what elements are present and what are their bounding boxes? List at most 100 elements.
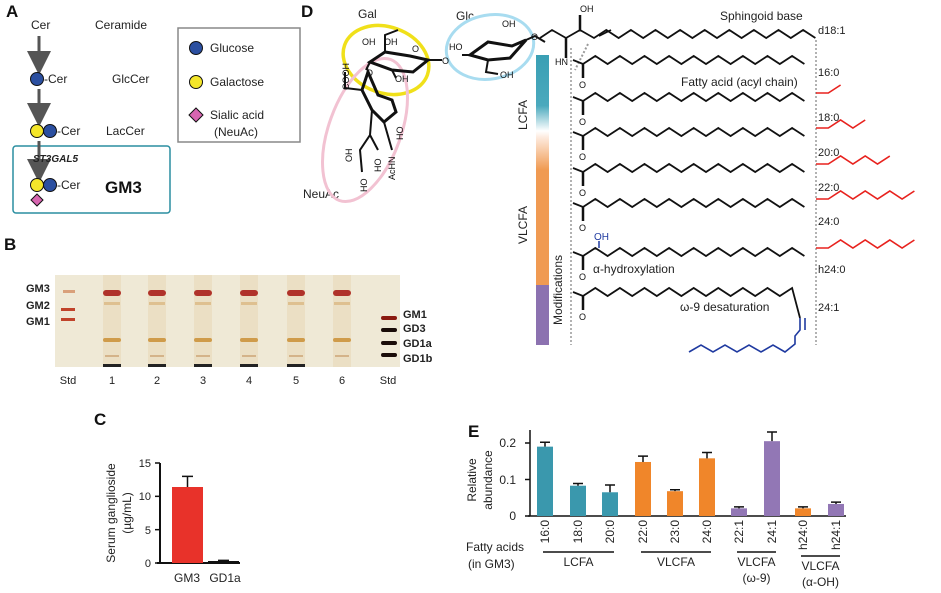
lane-label: 5 bbox=[293, 375, 299, 387]
atom-label: O bbox=[366, 68, 373, 78]
e-error-bar bbox=[638, 455, 648, 462]
carbonyl-oxygen: O bbox=[579, 312, 586, 322]
e-xtick: h24:0 bbox=[796, 520, 810, 550]
gel-lane bbox=[240, 275, 258, 367]
c-ylabel-unit: (µg/mL) bbox=[120, 492, 134, 534]
gel-right-label: GD1a bbox=[403, 338, 433, 350]
e-xtick: 20:0 bbox=[603, 520, 617, 544]
e-ytick: 0.2 bbox=[499, 436, 516, 450]
gel-band-gm3 bbox=[287, 290, 305, 296]
e-xtick: 16:0 bbox=[538, 520, 552, 544]
e-error-bar bbox=[702, 451, 712, 459]
gel-band bbox=[287, 338, 305, 342]
chart-e: 16:0 18:0 20:0 22:0 23:0 24:0 22:1 24:1 h24:0 h24… bbox=[525, 430, 846, 589]
chain-extension bbox=[816, 155, 891, 165]
lane-label: Std bbox=[380, 375, 397, 387]
gel-band bbox=[240, 338, 258, 342]
c-ylabel: Serum ganglioside bbox=[104, 463, 118, 563]
e-xlabel: Fatty acids bbox=[466, 540, 524, 554]
sugar-structure bbox=[344, 29, 546, 173]
gel-band bbox=[242, 355, 256, 357]
laccer-label: LacCer bbox=[106, 124, 145, 138]
panel-e: E Relative abundance 0.2 0.1 0 Fatty aci… bbox=[465, 422, 846, 589]
atom-label: OH bbox=[500, 70, 514, 80]
enzyme-label: ST3GAL5 bbox=[33, 154, 78, 165]
laccer-cer-label: -Cer bbox=[57, 124, 80, 138]
gel-lane bbox=[194, 275, 212, 367]
fatty-acid-chain bbox=[572, 197, 805, 209]
glucose-icon bbox=[43, 178, 57, 192]
gal-label: Gal bbox=[358, 7, 377, 21]
e-bar bbox=[731, 508, 747, 516]
desaturation-label: ω-9 desaturation bbox=[680, 300, 769, 314]
gel-band bbox=[104, 302, 120, 305]
gel-band bbox=[105, 355, 119, 357]
species-label: 24:1 bbox=[818, 302, 839, 314]
e-error-bar bbox=[798, 506, 808, 509]
gm3-box bbox=[12, 145, 171, 214]
std-band bbox=[381, 353, 397, 357]
e-xtick: 18:0 bbox=[571, 520, 585, 544]
e-error-bar bbox=[540, 441, 550, 447]
panel-label-d: D bbox=[301, 2, 313, 21]
carbonyl-oxygen: O bbox=[579, 80, 586, 90]
neuac-label: NeuAc bbox=[303, 187, 339, 201]
sialic-acid-icon bbox=[30, 193, 44, 207]
e-xtick: 22:0 bbox=[636, 520, 650, 544]
e-group-label: LCFA bbox=[563, 555, 593, 569]
gel-band-gm3 bbox=[194, 290, 212, 296]
omega-9-tail bbox=[688, 318, 801, 353]
gel-right-label: GD3 bbox=[403, 323, 426, 335]
carbonyl-oxygen: O bbox=[579, 117, 586, 127]
e-group-sublabel: (ω-9) bbox=[742, 571, 770, 585]
glucose-icon bbox=[30, 72, 44, 86]
e-ylabel: Relative bbox=[465, 458, 479, 502]
double-bond bbox=[598, 29, 612, 37]
e-bar bbox=[602, 492, 618, 516]
atom-label: OH bbox=[384, 37, 398, 47]
galactose-icon bbox=[30, 178, 44, 192]
std-band bbox=[381, 316, 397, 320]
sialic-acid-icon bbox=[188, 107, 204, 123]
atom-label: HN bbox=[555, 57, 568, 67]
lipid-chains: O O O O O O O bbox=[539, 15, 915, 353]
modifications-bar bbox=[536, 285, 549, 345]
atom-label: HO bbox=[395, 127, 405, 141]
gel-band-front bbox=[194, 364, 212, 367]
e-xtick: 23:0 bbox=[668, 520, 682, 544]
e-group-sublabel: (α-OH) bbox=[802, 575, 839, 589]
atom-label: HO bbox=[359, 179, 369, 193]
panel-b: B GM3 GM2 GM1 GM1 GD3 GD1a GD1b Std 1 2 … bbox=[4, 235, 433, 387]
std-band-gm3 bbox=[63, 290, 75, 293]
gel-left-label: GM1 bbox=[26, 316, 50, 328]
carbonyl-oxygen: O bbox=[579, 272, 586, 282]
c-ytick: 10 bbox=[139, 491, 151, 503]
legend: Glucose Galactose Sialic acid (NeuAc) bbox=[177, 27, 301, 143]
e-bar bbox=[795, 508, 811, 516]
e-bar bbox=[764, 441, 780, 516]
gel-right-label: GM1 bbox=[403, 309, 427, 321]
gel-band bbox=[289, 355, 303, 357]
gel-lane bbox=[287, 275, 305, 367]
chain-extension bbox=[816, 239, 915, 249]
panel-label-b: B bbox=[4, 235, 16, 254]
fa-class-bar bbox=[536, 55, 549, 285]
c-bar bbox=[172, 487, 203, 563]
gel-band bbox=[196, 355, 210, 357]
atom-label: AcHN bbox=[387, 156, 397, 180]
legend-glucose: Glucose bbox=[210, 41, 254, 55]
gel-left-label: GM2 bbox=[26, 300, 50, 312]
ceramide-label: Ceramide bbox=[95, 18, 147, 32]
e-error-bar bbox=[573, 482, 583, 486]
fatty-acid-chain bbox=[572, 246, 805, 258]
e-bar bbox=[699, 458, 715, 516]
atom-label: OH bbox=[362, 37, 376, 47]
fatty-acid-chain-24-1 bbox=[572, 286, 801, 319]
panel-label-a: A bbox=[6, 2, 18, 21]
e-group-label: VLCFA bbox=[801, 559, 839, 573]
e-ytick: 0 bbox=[509, 509, 516, 523]
c-error-bar bbox=[182, 475, 193, 487]
e-bar bbox=[635, 461, 651, 516]
glc-outline bbox=[444, 13, 536, 81]
modifications-bar-label: Modifications bbox=[551, 255, 565, 325]
